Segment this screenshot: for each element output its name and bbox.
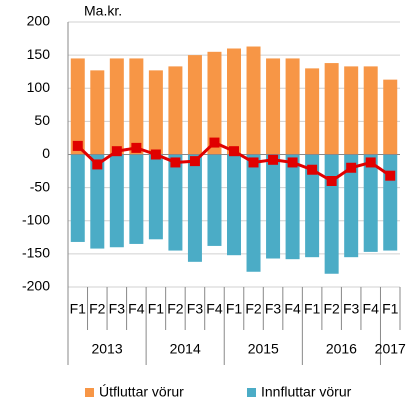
bar bbox=[129, 58, 144, 155]
bar bbox=[246, 46, 261, 155]
x-tick-label: F1 bbox=[70, 301, 87, 317]
balance-marker bbox=[209, 137, 220, 148]
y-tick-label: 50 bbox=[34, 112, 50, 128]
bar bbox=[207, 154, 222, 246]
legend-label: Innfluttar vörur bbox=[261, 384, 352, 400]
x-tick-label: F2 bbox=[167, 301, 184, 317]
legend-label: Útfluttar vörur bbox=[99, 384, 184, 400]
bar bbox=[363, 66, 378, 155]
bar bbox=[148, 70, 163, 155]
group-label: 2014 bbox=[170, 341, 201, 357]
balance-marker bbox=[131, 142, 142, 153]
x-tick-label: F4 bbox=[363, 301, 380, 317]
bar bbox=[109, 58, 124, 155]
balance-marker bbox=[92, 159, 103, 170]
y-tick-label: 200 bbox=[27, 13, 51, 29]
bar bbox=[227, 48, 241, 155]
bar bbox=[168, 154, 183, 251]
bar bbox=[207, 51, 222, 155]
x-tick-label: F1 bbox=[148, 301, 165, 317]
bar bbox=[266, 154, 281, 259]
x-tick-label: F2 bbox=[245, 301, 262, 317]
balance-marker bbox=[189, 156, 200, 167]
bar bbox=[227, 154, 241, 256]
bar bbox=[70, 154, 85, 242]
unit-label: Ma.kr. bbox=[84, 3, 122, 19]
group-label: 2017 bbox=[375, 341, 406, 357]
balance-marker bbox=[150, 149, 161, 160]
y-tick-label: -200 bbox=[22, 278, 50, 294]
group-label: 2016 bbox=[326, 341, 357, 357]
bar bbox=[344, 154, 359, 258]
bar bbox=[383, 154, 398, 251]
x-tick-label: F1 bbox=[304, 301, 321, 317]
balance-marker bbox=[229, 146, 239, 157]
bar bbox=[305, 68, 320, 155]
bar bbox=[187, 154, 202, 262]
balance-marker bbox=[346, 162, 357, 173]
bar bbox=[70, 58, 85, 155]
balance-marker bbox=[365, 157, 376, 168]
x-tick-label: F4 bbox=[284, 301, 301, 317]
bar bbox=[324, 63, 339, 155]
balance-marker bbox=[287, 157, 298, 168]
bar bbox=[285, 154, 300, 260]
x-tick-label: F1 bbox=[382, 301, 399, 317]
bar bbox=[324, 154, 339, 274]
y-tick-label: 0 bbox=[42, 145, 50, 161]
bar bbox=[90, 70, 105, 155]
x-tick-label: F3 bbox=[265, 301, 282, 317]
bar bbox=[383, 79, 398, 155]
bar bbox=[148, 154, 163, 240]
x-tick-label: F3 bbox=[343, 301, 360, 317]
bar bbox=[129, 154, 144, 244]
group-label: 2013 bbox=[91, 341, 122, 357]
balance-marker bbox=[248, 157, 259, 168]
y-tick-label: -150 bbox=[22, 245, 50, 261]
legend-swatch bbox=[85, 388, 94, 397]
bar bbox=[168, 66, 183, 155]
x-tick-label: F2 bbox=[323, 301, 340, 317]
bar bbox=[285, 58, 300, 155]
x-tick-label: F3 bbox=[187, 301, 204, 317]
bar bbox=[246, 154, 261, 272]
balance-marker bbox=[307, 164, 318, 175]
bar bbox=[344, 66, 359, 155]
legend-swatch bbox=[247, 388, 256, 397]
y-tick-label: -100 bbox=[22, 211, 50, 227]
balance-marker bbox=[268, 154, 279, 165]
group-label: 2015 bbox=[248, 341, 279, 357]
bar bbox=[187, 55, 202, 155]
bar bbox=[90, 154, 105, 249]
bar bbox=[266, 58, 281, 155]
x-tick-label: F1 bbox=[226, 301, 243, 317]
balance-marker bbox=[72, 140, 83, 151]
bar bbox=[363, 154, 378, 252]
bar bbox=[305, 154, 320, 258]
y-tick-label: -50 bbox=[30, 178, 50, 194]
y-tick-label: 150 bbox=[27, 46, 51, 62]
bar bbox=[109, 154, 124, 248]
y-tick-label: 100 bbox=[27, 79, 51, 95]
x-tick-label: F4 bbox=[206, 301, 223, 317]
balance-marker bbox=[111, 146, 122, 157]
balance-marker bbox=[170, 157, 181, 168]
balance-marker bbox=[385, 170, 396, 181]
balance-marker bbox=[326, 176, 337, 186]
x-tick-label: F4 bbox=[128, 301, 145, 317]
x-tick-label: F2 bbox=[89, 301, 106, 317]
x-tick-label: F3 bbox=[109, 301, 126, 317]
